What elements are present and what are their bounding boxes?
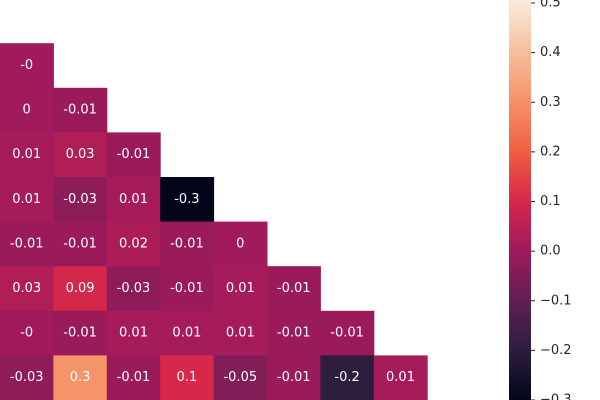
heatmap-cell-r6-c5 xyxy=(267,310,321,356)
heatmap-cell-r4-c4 xyxy=(213,221,268,267)
cell-value-r2-c1: 0.03 xyxy=(66,147,95,162)
heatmap-cell-r6-c1 xyxy=(53,310,108,356)
heatmap-cell-r5-c3 xyxy=(160,266,215,312)
cell-value-r0-c0: -0 xyxy=(20,58,33,73)
heatmap-cell-r7-c2 xyxy=(106,355,161,400)
cell-value-r7-c3: 0.1 xyxy=(177,370,198,385)
cell-value-r5-c5: -0.01 xyxy=(277,281,311,296)
cell-value-r1-c1: -0.01 xyxy=(63,103,97,118)
heatmap-cell-r3-c1 xyxy=(53,177,108,223)
cell-value-r7-c4: -0.05 xyxy=(223,370,257,385)
heatmap-cell-r5-c5 xyxy=(267,266,321,312)
heatmap-cell-r5-c4 xyxy=(213,266,268,312)
cell-value-r5-c1: 0.09 xyxy=(66,281,95,296)
colorbar-ticks: 0.5 0.4 0.3 0.2 0.1 0.0 −0.1 −0.2 −0.3 xyxy=(531,0,572,400)
cell-value-r7-c2: -0.01 xyxy=(117,370,151,385)
colorbar-tick-label-3: 0.2 xyxy=(540,144,561,159)
heatmap-cell-r6-c2 xyxy=(106,310,161,356)
cell-value-r1-c0: 0 xyxy=(23,103,31,118)
cell-value-r6-c4: 0.01 xyxy=(226,326,255,341)
colorbar-tick-label-4: 0.1 xyxy=(540,194,561,209)
heatmap-cell-r1-c1 xyxy=(53,87,108,133)
cell-value-r4-c3: -0.01 xyxy=(170,236,204,251)
cell-value-r2-c2: -0.01 xyxy=(117,147,151,162)
heatmap-cell-r7-c7 xyxy=(373,355,428,400)
heatmap-cell-r2-c0 xyxy=(0,132,54,178)
cell-value-r5-c0: 0.03 xyxy=(12,281,41,296)
colorbar-tick-label-1: 0.4 xyxy=(540,45,561,60)
cell-value-r4-c4: 0 xyxy=(236,236,244,251)
heatmap-cell-r6-c6 xyxy=(320,310,375,356)
cell-value-r7-c6: -0.2 xyxy=(334,370,359,385)
colorbar-tick-label-8: −0.3 xyxy=(540,393,572,400)
heatmap-cell-r7-c3 xyxy=(160,355,215,400)
cell-value-r5-c4: 0.01 xyxy=(226,281,255,296)
heatmap-cell-r7-c4 xyxy=(213,355,268,400)
cell-value-r6-c1: -0.01 xyxy=(63,326,97,341)
cell-value-r3-c1: -0.03 xyxy=(63,192,97,207)
colorbar-tick-label-0: 0.5 xyxy=(540,0,561,11)
cell-value-r2-c0: 0.01 xyxy=(12,147,41,162)
colorbar xyxy=(509,0,531,400)
colorbar-tick-label-7: −0.2 xyxy=(540,343,572,358)
cell-value-r3-c0: 0.01 xyxy=(12,192,41,207)
cell-value-r7-c1: 0.3 xyxy=(70,370,91,385)
heatmap-cell-r3-c3 xyxy=(160,177,215,223)
cell-value-r6-c2: 0.01 xyxy=(119,326,148,341)
heatmap-cell-r7-c0 xyxy=(0,355,54,400)
cell-value-r3-c2: 0.01 xyxy=(119,192,148,207)
heatmap-cell-r4-c2 xyxy=(106,221,161,267)
heatmap-cell-r6-c4 xyxy=(213,310,268,356)
heatmap-cell-r6-c3 xyxy=(160,310,215,356)
heatmap-cell-r5-c1 xyxy=(53,266,108,312)
cell-value-r5-c2: -0.03 xyxy=(117,281,151,296)
heatmap-cell-r4-c3 xyxy=(160,221,215,267)
heatmap-cell-r3-c2 xyxy=(106,177,161,223)
heatmap-cell-r5-c2 xyxy=(106,266,161,312)
colorbar-tick-label-6: −0.1 xyxy=(540,293,572,308)
heatmap-cell-r2-c1 xyxy=(53,132,108,178)
cell-value-r4-c0: -0.01 xyxy=(10,236,44,251)
cell-value-r6-c0: -0 xyxy=(20,326,33,341)
cell-value-r7-c0: -0.03 xyxy=(10,370,44,385)
colorbar-tick-label-2: 0.3 xyxy=(540,95,561,110)
heatmap-cell-r7-c1 xyxy=(53,355,108,400)
heatmap-cell-r1-c0 xyxy=(0,87,54,133)
cell-value-r7-c5: -0.01 xyxy=(277,370,311,385)
colorbar-tick-label-5: 0.0 xyxy=(540,244,561,259)
cell-value-r6-c6: -0.01 xyxy=(330,326,364,341)
cell-value-r6-c3: 0.01 xyxy=(172,326,201,341)
heatmap-cell-r6-c0 xyxy=(0,310,54,356)
heatmap-cell-r7-c5 xyxy=(267,355,321,400)
heatmap-cell-labels: -0 0 -0.01 0.01 0.03 -0.01 0.01 -0.03 0.01 -0.3 -0… xyxy=(10,58,415,385)
heatmap-cell-r5-c0 xyxy=(0,266,54,312)
cell-value-r3-c3: -0.3 xyxy=(174,192,199,207)
cell-value-r4-c1: -0.01 xyxy=(63,236,97,251)
cell-value-r5-c3: -0.01 xyxy=(170,281,204,296)
cell-value-r4-c2: 0.02 xyxy=(119,236,148,251)
heatmap-cell-r3-c0 xyxy=(0,177,54,223)
heatmap-cells xyxy=(0,43,428,400)
heatmap-cell-r7-c6 xyxy=(320,355,375,400)
heatmap-cell-r4-c1 xyxy=(53,221,108,267)
heatmap-cell-r2-c2 xyxy=(106,132,161,178)
heatmap-cell-r0-c0 xyxy=(0,43,54,89)
cell-value-r7-c7: 0.01 xyxy=(386,370,415,385)
cell-value-r6-c5: -0.01 xyxy=(277,326,311,341)
heatmap-cell-r4-c0 xyxy=(0,221,54,267)
